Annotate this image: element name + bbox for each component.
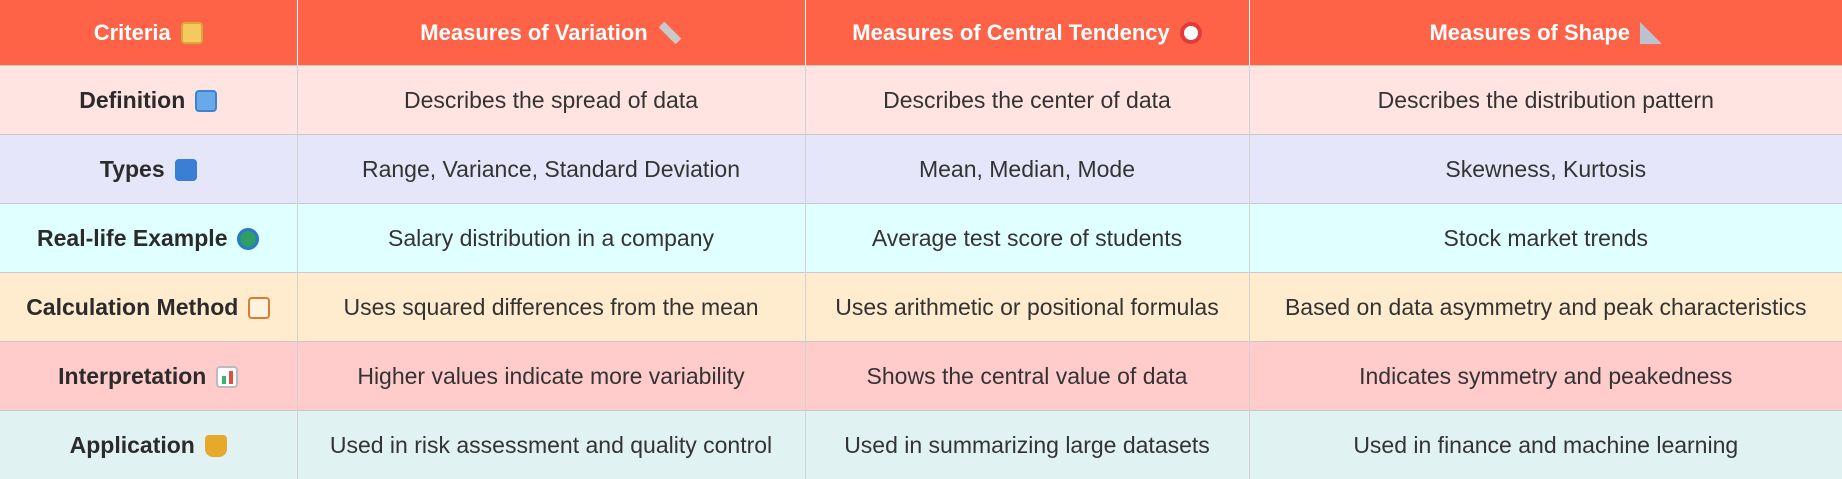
criteria-label: Real-life Example (37, 224, 228, 251)
table-row: Interpretation Higher values indicate mo… (0, 341, 1842, 411)
central-tendency-cell: Average test score of students (805, 203, 1250, 273)
header-variation: Measures of Variation (297, 0, 806, 66)
shape-cell: Indicates symmetry and peakedness (1249, 341, 1842, 411)
criteria-cell: Application (0, 410, 298, 479)
header-variation-label: Measures of Variation (420, 19, 648, 45)
bar-chart-icon (216, 365, 239, 388)
header-central-tendency-label: Measures of Central Tendency (852, 19, 1170, 45)
table-row: Definition Describes the spread of data … (0, 65, 1842, 135)
target-icon (1179, 21, 1202, 44)
header-shape-label: Measures of Shape (1429, 19, 1630, 45)
variation-cell: Describes the spread of data (297, 65, 806, 135)
criteria-cell: Real-life Example (0, 203, 298, 273)
header-criteria-label: Criteria (93, 19, 171, 45)
shape-cell: Based on data asymmetry and peak charact… (1249, 272, 1842, 342)
criteria-label: Definition (79, 86, 186, 113)
header-criteria: Criteria (0, 0, 298, 66)
central-tendency-cell: Describes the center of data (805, 65, 1250, 135)
central-tendency-cell: Shows the central value of data (805, 341, 1250, 411)
header-shape: Measures of Shape (1249, 0, 1842, 66)
scroll-icon (180, 21, 203, 44)
criteria-label: Calculation Method (26, 293, 239, 320)
table-row: Types Range, Variance, Standard Deviatio… (0, 134, 1842, 204)
criteria-cell: Types (0, 134, 298, 204)
table-header: Criteria Measures of Variation Measures … (0, 0, 1842, 66)
criteria-label: Types (99, 155, 165, 182)
criteria-label: Interpretation (58, 362, 207, 389)
variation-cell: Used in risk assessment and quality cont… (297, 410, 806, 479)
abacus-icon (248, 296, 271, 319)
central-tendency-cell: Used in summarizing large datasets (805, 410, 1250, 479)
shape-cell: Skewness, Kurtosis (1249, 134, 1842, 204)
central-tendency-cell: Mean, Median, Mode (805, 134, 1250, 204)
criteria-label: Application (69, 431, 195, 458)
variation-cell: Range, Variance, Standard Deviation (297, 134, 806, 204)
trophy-icon (204, 434, 227, 457)
triangle-ruler-icon (1640, 21, 1662, 44)
variation-cell: Salary distribution in a company (297, 203, 806, 273)
shape-cell: Describes the distribution pattern (1249, 65, 1842, 135)
table-row: Calculation Method Uses squared differen… (0, 272, 1842, 342)
criteria-cell: Calculation Method (0, 272, 298, 342)
ruler-icon (658, 21, 682, 44)
table-row: Application Used in risk assessment and … (0, 410, 1842, 479)
shape-cell: Stock market trends (1249, 203, 1842, 273)
shape-cell: Used in finance and machine learning (1249, 410, 1842, 479)
table-body: Definition Describes the spread of data … (0, 65, 1842, 479)
criteria-cell: Definition (0, 65, 298, 135)
book-icon (195, 89, 218, 112)
header-row: Criteria Measures of Variation Measures … (0, 0, 1842, 66)
header-central-tendency: Measures of Central Tendency (805, 0, 1250, 66)
table-row: Real-life Example Salary distribution in… (0, 203, 1842, 273)
variation-cell: Higher values indicate more variability (297, 341, 806, 411)
variation-cell: Uses squared differences from the mean (297, 272, 806, 342)
central-tendency-cell: Uses arithmetic or positional formulas (805, 272, 1250, 342)
criteria-cell: Interpretation (0, 341, 298, 411)
globe-icon (237, 227, 260, 250)
numbers-icon (174, 158, 197, 181)
